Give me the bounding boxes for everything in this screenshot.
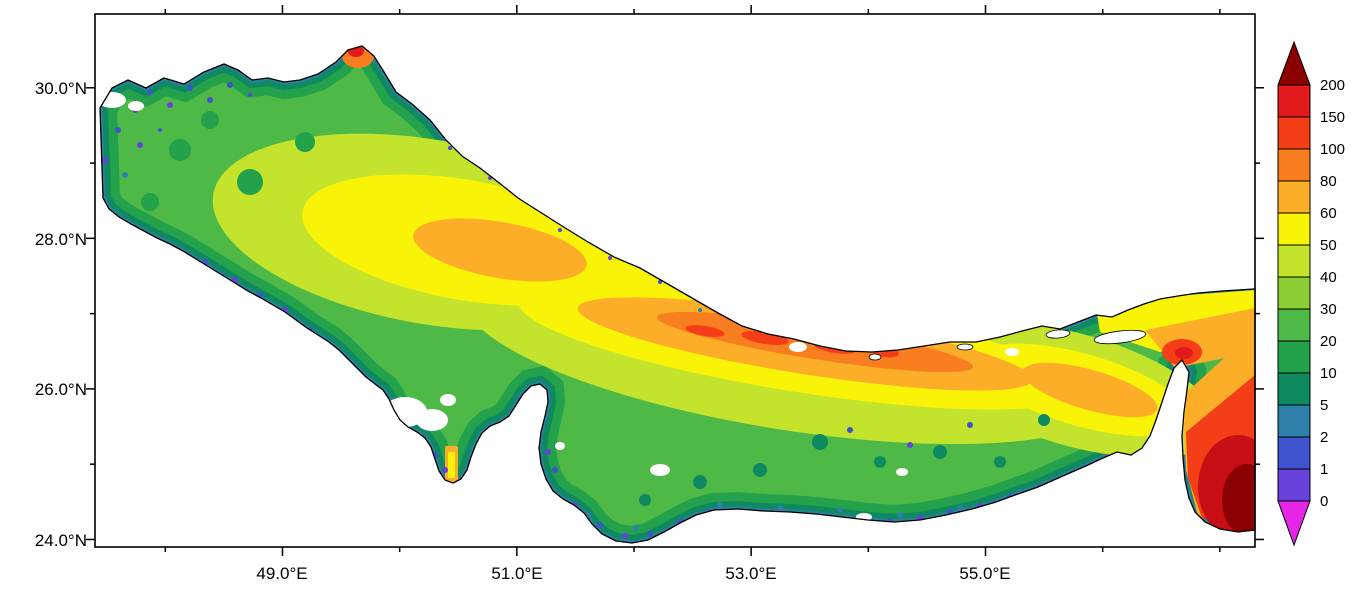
gulf-field (100, 46, 1255, 543)
colorbar-over-arrow (1277, 40, 1311, 86)
colorbar-label: 60 (1320, 205, 1337, 222)
gulf-of-oman-deep-zone (1184, 330, 1255, 539)
colorbar-label: 50 (1320, 237, 1337, 254)
colorbar-label: 10 (1320, 365, 1337, 382)
colorbar-segment (1277, 212, 1311, 246)
y-tick-label-24n: 24.0°N (35, 531, 87, 550)
colorbar-label: 2 (1320, 429, 1328, 446)
colorbar-label: 1 (1320, 461, 1328, 478)
colorbar-segment (1277, 84, 1311, 118)
basin-texture-patches (141, 111, 1050, 506)
colorbar-segment (1277, 340, 1311, 374)
colorbar-label: 30 (1320, 301, 1337, 318)
x-tick-label-55e: 55.0°E (959, 564, 1010, 583)
x-axis-labels: 49.0°E 51.0°E 53.0°E 55.0°E (256, 564, 1010, 583)
colorbar-segment (1277, 148, 1311, 182)
y-axis-ticks-right (1255, 87, 1264, 541)
y-axis-labels: 30.0°N 28.0°N 26.0°N 24.0°N (35, 79, 87, 550)
colorbar-label: 200 (1320, 77, 1345, 94)
y-tick-label-28n: 28.0°N (35, 230, 87, 249)
colorbar-label: 20 (1320, 333, 1337, 350)
west-qatar-hotspot (445, 446, 458, 486)
colorbar-segment (1277, 244, 1311, 278)
x-axis-ticks-bottom (164, 547, 1221, 556)
x-tick-label-51e: 51.0°E (491, 564, 542, 583)
colorbar-label: 150 (1320, 109, 1345, 126)
x-tick-label-53e: 53.0°E (725, 564, 776, 583)
colorbar-under-arrow (1277, 500, 1311, 547)
colorbar-segment (1277, 180, 1311, 214)
colorbar-label: 0 (1320, 493, 1328, 510)
colorbar-segment (1277, 372, 1311, 406)
colorbar-segment (1277, 308, 1311, 342)
colorbar-segment (1277, 276, 1311, 310)
colorbar-segment (1277, 436, 1311, 470)
colorbar-label: 100 (1320, 141, 1345, 158)
x-axis-ticks-top (164, 5, 1221, 14)
colorbar-segment (1277, 404, 1311, 438)
y-axis-ticks-left (86, 87, 95, 541)
y-tick-label-26n: 26.0°N (35, 380, 87, 399)
islands (868, 329, 1147, 361)
x-tick-label-49e: 49.0°E (256, 564, 307, 583)
colorbar-label: 5 (1320, 397, 1328, 414)
colorbar-label: 40 (1320, 269, 1337, 286)
plot-frame (94, 13, 1256, 548)
colorbar-segments (1277, 84, 1311, 502)
colorbar-label: 80 (1320, 173, 1337, 190)
colorbar-segment (1277, 116, 1311, 150)
colorbar-segment (1277, 468, 1311, 502)
y-tick-label-30n: 30.0°N (35, 79, 87, 98)
